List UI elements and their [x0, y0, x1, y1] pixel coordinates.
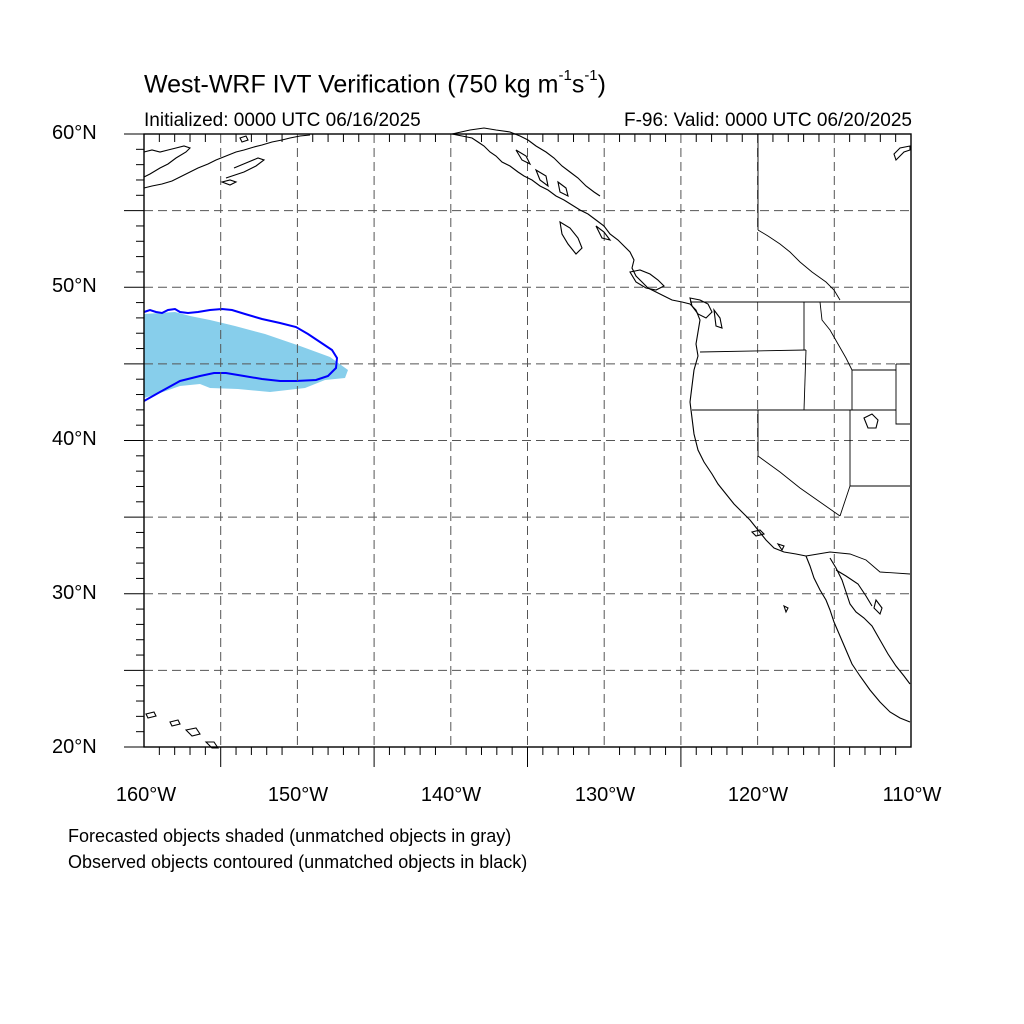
coastlines [143, 127, 911, 749]
lon-label-110w: 110°W [882, 784, 942, 806]
political-borders [690, 134, 911, 575]
map-title: West-WRF IVT Verification (750 kg m-1s-1… [144, 67, 606, 99]
minor-ticks [124, 133, 897, 767]
lon-label-130w: 130°W [574, 784, 636, 806]
legend-forecast: Forecasted objects shaded (unmatched obj… [68, 826, 512, 846]
map-frame [143, 133, 912, 748]
lat-label-50n: 50°N [52, 275, 97, 297]
lat-lon-grid [144, 134, 911, 747]
lon-label-120w: 120°W [727, 784, 789, 806]
observed-object-contour [143, 307, 339, 402]
lat-label-30n: 30°N [52, 582, 97, 604]
lon-label-160w: 160°W [115, 784, 177, 806]
lon-label-140w: 140°W [420, 784, 482, 806]
valid-time: F-96: Valid: 0000 UTC 06/20/2025 [624, 110, 912, 131]
lon-label-150w: 150°W [267, 784, 329, 806]
lat-label-60n: 60°N [52, 122, 97, 144]
initialized-time: Initialized: 0000 UTC 06/16/2025 [144, 110, 421, 131]
lat-label-40n: 40°N [52, 428, 97, 450]
lat-label-20n: 20°N [52, 736, 97, 758]
legend-observed: Observed objects contoured (unmatched ob… [68, 852, 528, 872]
